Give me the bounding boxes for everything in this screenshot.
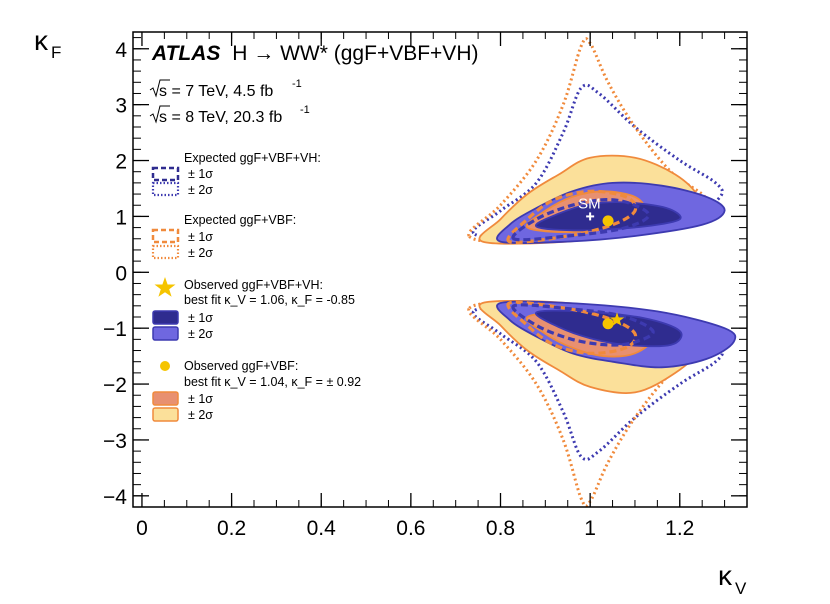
lumi-text-2: s = 8 TeV, 20.3 fb [159,109,282,126]
axis-ticks: 0 0.2 0.4 0.6 0.8 1 1.2 −4 −3 −2 −1 0 1 2 3 4 [103,32,747,540]
legend-exp-vh-1s-label: ± 1σ [188,167,213,181]
legend-obs-vbf-2s-swatch [152,407,179,422]
plot-area: SM [467,36,737,508]
legend-obs-vbf-1s-label: ± 1σ [188,392,213,406]
legend-exp-vh-2s-swatch [151,181,180,197]
x-tick-label: 1 [584,517,596,540]
x-tick-label: 0.2 [217,517,246,540]
contour-exp-vh-1s-bot [511,303,655,347]
legend-obs-vh-title: Observed ggF+VBF+VH: [184,278,323,292]
legend-exp-vh-2s-label: ± 2σ [188,183,213,197]
lumi-line-1: s = 7 TeV, 4.5 fb -1 [149,78,302,100]
legend-exp-vbf-title: Expected ggF+VBF: [184,213,296,227]
y-tick-label: 4 [115,39,127,62]
y-axis-title-main: κ [34,25,49,56]
lumi-line-2: s = 8 TeV, 20.3 fb -1 [149,104,310,126]
x-tick-label: 0.6 [396,517,425,540]
legend-exp-vh-1s-swatch [151,166,180,182]
legend-exp-vbf-2s-swatch [151,244,180,260]
y-tick-label: 3 [115,95,127,118]
y-tick-label: −3 [103,430,127,453]
chart-title: H → WW* (ggF+VBF+VH) [232,42,478,65]
legend-exp-vbf-1s-swatch [151,228,180,244]
x-tick-label: 0 [136,517,148,540]
header: ATLAS H → WW* (ggF+VBF+VH) [151,42,478,65]
legend-obs-vbf-fit: best fit κ_V = 1.04, κ_F = ± 0.92 [184,375,361,389]
y-tick-label: −2 [103,374,127,397]
y-axis-title-sub: F [51,43,61,62]
legend-exp-vh-title: Expected ggF+VBF+VH: [184,151,321,165]
legend-exp-vbf-2s-label: ± 2σ [188,246,213,260]
lumi-exp-2: -1 [300,104,310,116]
y-tick-label: −1 [103,318,127,341]
plot-frame [132,31,748,508]
best-fit-star [609,312,625,326]
contour-exp-vbf-1s-bot [506,300,638,355]
legend-obs-vh-1s-swatch [152,310,179,325]
x-tick-label: 0.8 [486,517,515,540]
sm-label: SM [578,195,601,212]
legend-dot-icon [160,361,170,371]
legend-obs-vh-fit: best fit κ_V = 1.06, κ_F = -0.85 [184,293,355,307]
x-axis-title-sub: V [735,579,747,598]
sqrt-icon [149,105,170,124]
legend-obs-vh-1s-label: ± 1σ [188,311,213,325]
lumi-text-1: s = 7 TeV, 4.5 fb [159,83,273,100]
legend-obs-vbf-2s-label: ± 2σ [188,408,213,422]
best-fit-dot-1 [602,318,614,330]
legend-star-icon [154,277,176,297]
y-tick-label: 1 [115,206,127,229]
lumi-exp-1: -1 [292,78,302,90]
y-tick-label: −4 [103,486,127,509]
y-tick-label: 0 [115,262,127,285]
legend-obs-vh-2s-swatch [152,326,179,341]
legend-obs-vbf-title: Observed ggF+VBF: [184,359,298,373]
legend: Expected ggF+VBF+VH: ± 1σ ± 2σ Expected … [151,151,361,422]
contour-exp-vh-1s-top [511,197,651,242]
y-axis-title: κ F [34,25,61,62]
x-tick-label: 0.4 [307,517,337,540]
legend-obs-vbf-1s-swatch [152,391,179,406]
experiment-label: ATLAS [151,42,220,65]
legend-exp-vbf-1s-label: ± 1σ [188,230,213,244]
x-axis-title-main: κ [718,560,733,591]
best-fit-dot-0 [602,215,614,227]
x-tick-label: 1.2 [665,517,694,540]
sqrt-icon [149,79,170,98]
legend-obs-vh-2s-label: ± 2σ [188,327,213,341]
x-axis-title: κ V [718,560,747,598]
y-tick-label: 2 [115,151,127,174]
